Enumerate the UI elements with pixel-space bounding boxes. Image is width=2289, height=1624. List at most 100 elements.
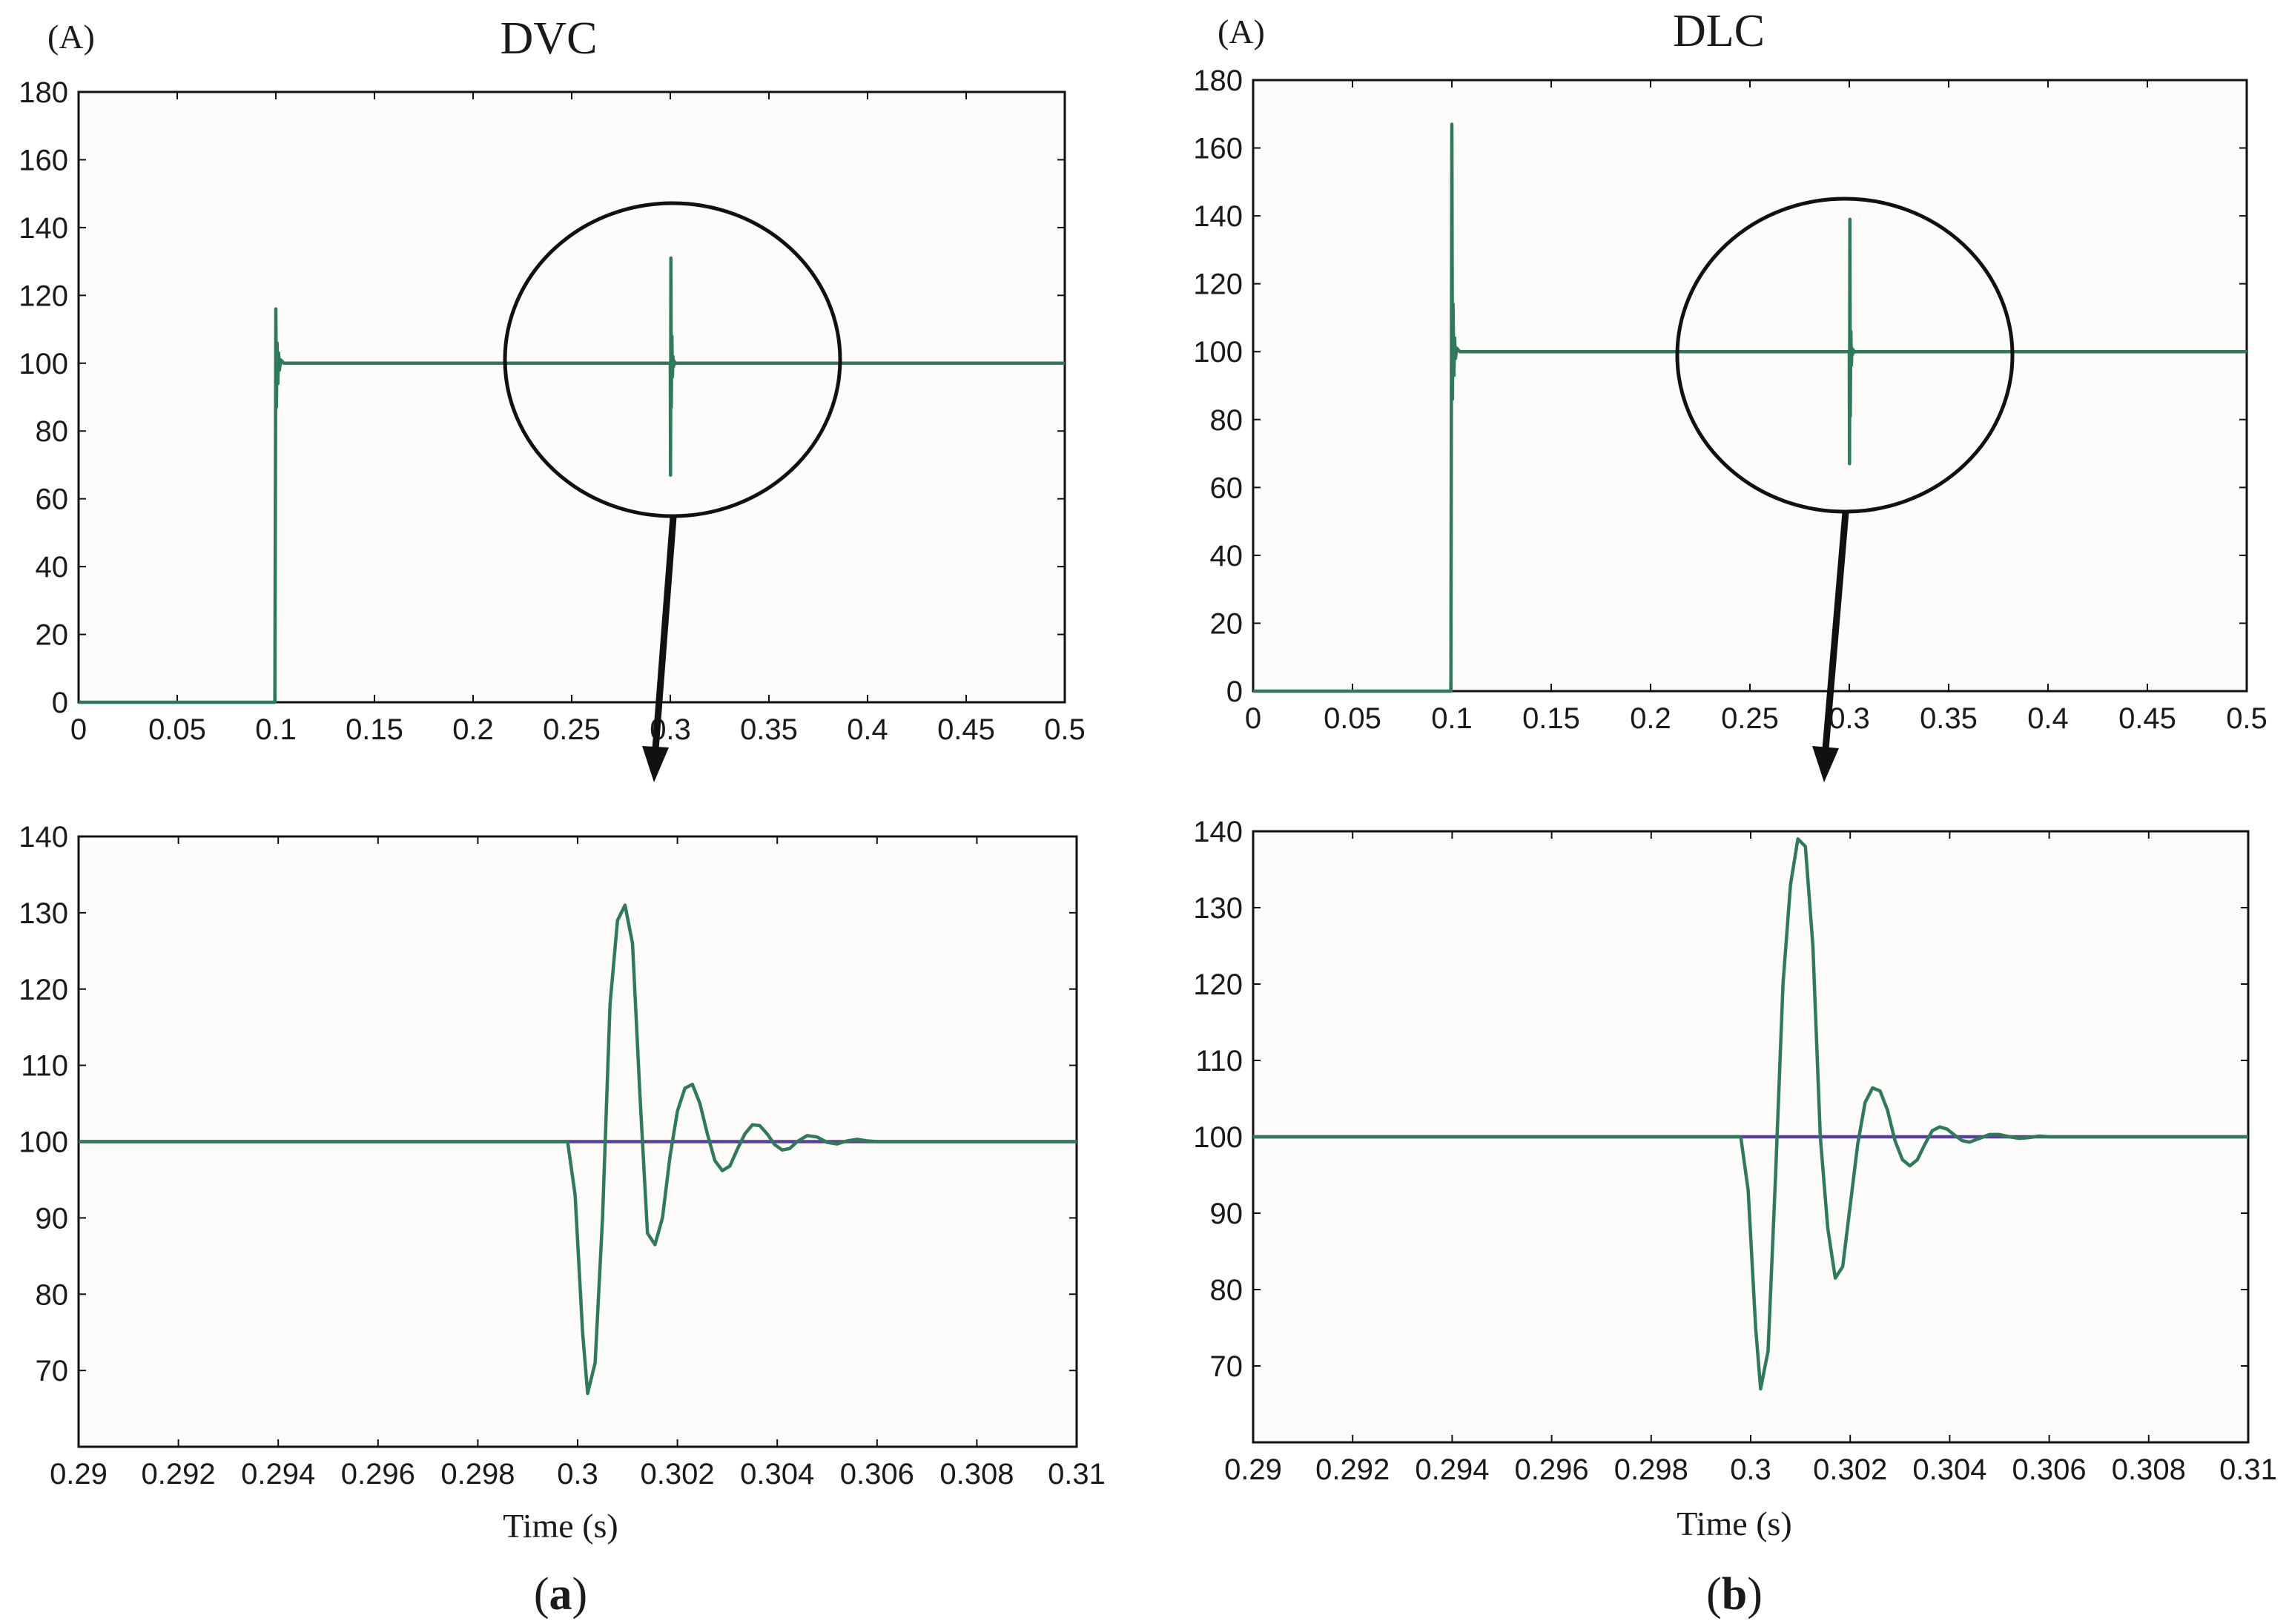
y-tick-label: 140 (19, 212, 68, 245)
series-line-a-top-0 (79, 256, 1065, 704)
x-tick-label: 0.3 (1730, 1453, 1771, 1486)
y-tick-label: 130 (1193, 892, 1243, 925)
panel-label-a-open: ( (534, 1569, 549, 1620)
x-tick-label: 0.5 (1044, 713, 1086, 746)
chart-b-top: 0 0.05 0.1 0.15 0.2 0.25 0.3 0.35 0.4 0.45 0.5 0 20 4… (1193, 65, 2267, 735)
unit-label-a: (A) (47, 18, 95, 56)
y-tick-label: 20 (36, 619, 69, 652)
panel-label-a-close: ) (572, 1569, 588, 1620)
x-tick-label: 0.296 (341, 1458, 415, 1491)
x-tick-label: 0.25 (543, 713, 601, 746)
x-tick-label: 0.45 (2118, 702, 2176, 735)
x-tick-label: 0.298 (440, 1458, 515, 1491)
panel-label-a: (a) (534, 1569, 587, 1620)
x-tick-label: 0.302 (641, 1458, 715, 1491)
x-tick-label: 0.304 (1912, 1453, 1986, 1486)
x-tick-label: 0.31 (1048, 1458, 1106, 1491)
y-tick-label: 80 (36, 415, 69, 448)
x-tick-label: 0.15 (346, 713, 403, 746)
x-tick-label: 0.35 (1920, 702, 1978, 735)
y-tick-label: 100 (19, 348, 68, 380)
zoom-circle-b (1675, 197, 2015, 514)
y-tick-label: 100 (1193, 1121, 1243, 1154)
zoom-arrow-b (1822, 512, 1849, 750)
y-tick-label: 120 (19, 974, 68, 1006)
x-tick-label: 0.05 (1324, 702, 1381, 735)
x-tick-label: 0.306 (840, 1458, 914, 1491)
x-tick-label: 0.25 (1721, 702, 1779, 735)
xlabel-a: Time (s) (503, 1507, 618, 1545)
y-tick-label: 120 (19, 280, 68, 312)
y-tick-label: 80 (1210, 1274, 1243, 1307)
y-tick-label: 100 (19, 1126, 68, 1159)
y-tick-label: 80 (1210, 404, 1243, 437)
y-tick-label: 130 (19, 897, 68, 930)
plot-frame-a-top (77, 90, 1066, 704)
x-tick-label: 0.294 (1415, 1453, 1489, 1486)
charts-layer: 0 0.05 0.1 0.15 0.2 0.25 0.3 0.35 0.4 0.45 0.5 0 20 4… (19, 65, 2277, 1491)
unit-label-b: (A) (1218, 13, 1265, 50)
y-tick-label: 140 (19, 821, 68, 854)
y-tick-label: 180 (19, 76, 68, 109)
series-line-a-bottom-1 (79, 903, 1077, 1396)
panel-label-b-close: ) (1747, 1569, 1763, 1620)
chart-title-dvc: DVC (501, 13, 598, 64)
x-tick-label: 0.2 (1630, 702, 1671, 735)
x-tick-label: 0.308 (2112, 1453, 2186, 1486)
panel-label-b: (b) (1706, 1569, 1763, 1620)
panel-label-b-open: ( (1706, 1569, 1722, 1620)
y-tick-label: 110 (1195, 1045, 1243, 1077)
y-tick-label: 20 (1210, 607, 1243, 640)
series-line-b-top-0 (1253, 122, 2247, 693)
plot-frame-b-top (1252, 79, 2248, 693)
y-tick-label: 70 (1210, 1350, 1243, 1383)
x-tick-label: 0.35 (740, 713, 798, 746)
y-tick-label: 70 (36, 1355, 69, 1387)
x-tick-label: 0.296 (1515, 1453, 1589, 1486)
x-tick-label: 0.306 (2012, 1453, 2087, 1486)
x-tick-label: 0.29 (50, 1458, 108, 1491)
y-tick-label: 100 (1193, 336, 1243, 369)
x-tick-label: 0.1 (255, 713, 297, 746)
x-tick-label: 0.4 (847, 713, 888, 746)
x-tick-label: 0.2 (452, 713, 494, 746)
zoom-arrow-a (652, 516, 677, 750)
zoom-arrowhead-a (642, 746, 669, 782)
y-tick-label: 0 (1226, 676, 1243, 708)
y-tick-label: 140 (1193, 816, 1243, 848)
zoom-arrowhead-b (1812, 746, 1839, 782)
y-tick-label: 40 (1210, 540, 1243, 572)
series-line-b-bottom-1 (1253, 837, 2248, 1391)
y-tick-label: 110 (21, 1050, 68, 1083)
x-tick-label: 0.3 (557, 1458, 598, 1491)
y-tick-label: 120 (1193, 968, 1243, 1001)
chart-a-bottom: 0.29 0.292 0.294 0.296 0.298 0.3 0.302 0.304 0.3… (19, 821, 1106, 1491)
x-tick-label: 0.292 (1315, 1453, 1390, 1486)
x-tick-label: 0.05 (148, 713, 206, 746)
chart-b-bottom: 0.29 0.292 0.294 0.296 0.298 0.3 0.302 0.304 0.3… (1193, 816, 2277, 1486)
x-tick-label: 0.308 (939, 1458, 1014, 1491)
x-tick-label: 0.1 (1431, 702, 1473, 735)
x-tick-label: 0.298 (1614, 1453, 1688, 1486)
y-tick-label: 120 (1193, 268, 1243, 301)
y-tick-label: 60 (1210, 472, 1243, 504)
y-tick-label: 60 (36, 483, 69, 516)
y-tick-label: 40 (36, 551, 69, 584)
x-tick-label: 0.45 (937, 713, 995, 746)
zoom-callout-a (503, 201, 842, 782)
zoom-circle-a (503, 201, 842, 518)
y-tick-label: 90 (1210, 1198, 1243, 1230)
x-tick-label: 0 (70, 713, 87, 746)
panel-label-b-letter: b (1722, 1569, 1747, 1620)
y-tick-label: 0 (52, 687, 68, 719)
x-tick-label: 0.4 (2027, 702, 2069, 735)
y-tick-label: 90 (36, 1202, 69, 1235)
chart-title-dlc: DLC (1673, 6, 1765, 56)
chart-a-top: 0 0.05 0.1 0.15 0.2 0.25 0.3 0.35 0.4 0.45 0.50204… (19, 76, 1086, 746)
x-tick-label: 0.302 (1813, 1453, 1887, 1486)
x-tick-label: 0.15 (1522, 702, 1580, 735)
xlabel-b: Time (s) (1677, 1505, 1792, 1542)
x-tick-label: 0.3 (1829, 702, 1870, 735)
x-tick-label: 0.29 (1224, 1453, 1282, 1486)
